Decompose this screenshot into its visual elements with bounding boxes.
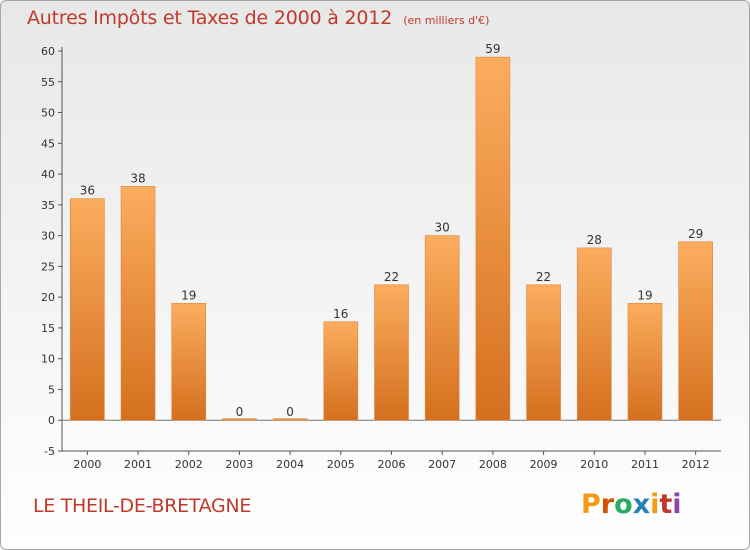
- bar-2007: [424, 235, 460, 421]
- bar-value-label: 22: [536, 270, 551, 284]
- x-tick-label: 2000: [73, 458, 101, 471]
- y-tick-label: 5: [48, 383, 55, 396]
- y-tick-label: 10: [41, 353, 55, 366]
- x-tick-label: 2003: [225, 458, 253, 471]
- bar-2000: [70, 198, 105, 421]
- commune-name: LE THEIL-DE-BRETAGNE: [33, 495, 252, 517]
- bar-2004: [272, 418, 308, 421]
- bar-value-label: 28: [587, 233, 602, 247]
- logo-letter: i: [650, 489, 660, 520]
- x-tick-label: 2009: [530, 458, 558, 471]
- bar-value-label: 29: [688, 227, 703, 241]
- x-tick-label: 2005: [327, 458, 355, 471]
- proxiti-logo: Proxiti: [581, 489, 682, 520]
- y-tick-label: 0: [48, 414, 55, 427]
- bar-value-label: 16: [333, 307, 348, 321]
- x-tick-label: 2004: [276, 458, 304, 471]
- bar-value-label: 22: [384, 270, 399, 284]
- bar-2001: [120, 186, 156, 421]
- bar-2008: [475, 56, 511, 421]
- bar-2009: [526, 284, 561, 421]
- chart-title: Autres Impôts et Taxes de 2000 à 2012 (e…: [27, 7, 489, 29]
- bar-value-label: 0: [286, 405, 294, 419]
- bar-2005: [323, 321, 359, 421]
- y-tick-label: 20: [41, 291, 55, 304]
- y-tick-label: 40: [41, 168, 55, 181]
- logo-letter: r: [600, 489, 615, 520]
- x-tick-label: 2012: [682, 458, 710, 471]
- bar-2010: [576, 247, 612, 421]
- logo-letter: o: [614, 489, 633, 520]
- y-tick-label: -5: [44, 445, 55, 458]
- logo-letter: t: [659, 489, 673, 520]
- bar-value-label: 30: [435, 221, 450, 235]
- y-tick-label: 35: [41, 199, 55, 212]
- x-tick-label: 2001: [124, 458, 152, 471]
- bar-value-label: 19: [181, 288, 196, 302]
- bar-2006: [374, 284, 409, 421]
- chart-unit-note: (en milliers d'€): [403, 14, 490, 27]
- bar-value-label: 59: [485, 42, 500, 56]
- y-tick-label: 60: [41, 45, 55, 58]
- y-tick-label: 45: [41, 137, 55, 150]
- x-tick-label: 2011: [631, 458, 659, 471]
- bar-2002: [171, 303, 207, 421]
- logo-letter: x: [632, 489, 651, 520]
- x-tick-label: 2002: [175, 458, 203, 471]
- y-tick-label: 30: [41, 230, 55, 243]
- x-tick-label: 2010: [580, 458, 608, 471]
- x-tick-label: 2006: [378, 458, 406, 471]
- bar-2011: [627, 303, 663, 421]
- bar-value-label: 36: [80, 184, 95, 198]
- bar-value-label: 0: [236, 405, 244, 419]
- y-tick-label: 55: [41, 76, 55, 89]
- x-tick-label: 2008: [479, 458, 507, 471]
- bar-value-label: 38: [130, 171, 145, 185]
- x-tick-label: 2007: [428, 458, 456, 471]
- bar-2003: [222, 418, 257, 421]
- y-tick-label: 50: [41, 107, 55, 120]
- chart-title-main: Autres Impôts et Taxes de 2000 à 2012: [27, 7, 393, 29]
- logo-letter: i: [672, 489, 682, 520]
- logo-letter: P: [581, 489, 601, 520]
- y-tick-label: 15: [41, 322, 55, 335]
- bar-2012: [678, 241, 713, 421]
- y-tick-label: 25: [41, 260, 55, 273]
- bar-value-label: 19: [637, 288, 652, 302]
